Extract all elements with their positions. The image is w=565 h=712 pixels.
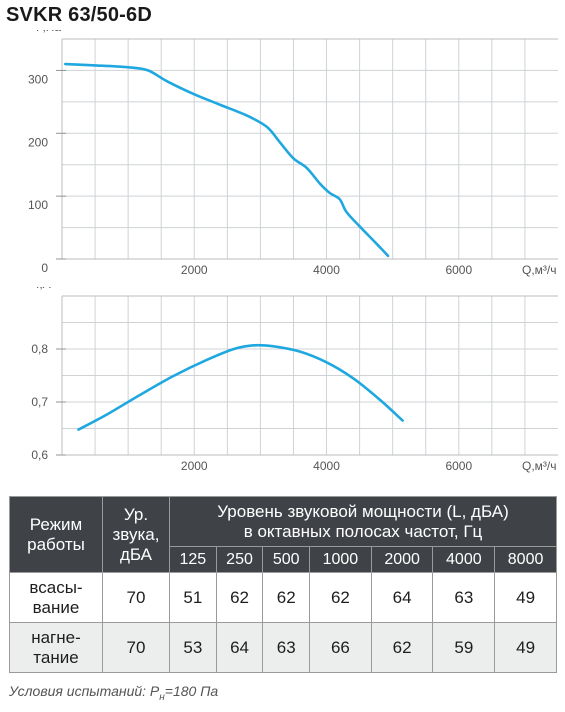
value-cell: 63 xyxy=(262,622,311,673)
band-header: 4000 xyxy=(432,546,496,573)
value-cell: 62 xyxy=(309,572,372,623)
level-cell: 70 xyxy=(102,622,170,673)
test-conditions-note: Условия испытаний: Pн=180 Па xyxy=(9,683,218,703)
mode-line1: нагне- xyxy=(31,627,81,647)
band-header: 500 xyxy=(262,546,311,573)
y-tick-label: 200 xyxy=(28,135,48,149)
level-cell: 70 xyxy=(102,572,170,623)
value-cell: 49 xyxy=(494,572,557,623)
power-header-line2: в октавных полосах частот, Гц xyxy=(243,521,483,541)
x-tick-label: 2000 xyxy=(181,459,208,473)
mode-cell: нагне- тание xyxy=(9,622,103,673)
y-tick-label: 0,6 xyxy=(31,448,48,462)
value-cell: 63 xyxy=(432,572,496,623)
level-header: Ур. звука, дБА xyxy=(102,496,170,573)
x-tick-label: 2000 xyxy=(181,263,208,277)
y-tick-label: 0 xyxy=(41,261,48,275)
band-header: 1000 xyxy=(309,546,372,573)
x-axis-label: Q,м³/ч xyxy=(522,459,557,473)
series-line xyxy=(77,343,404,431)
y-axis-label: I,A xyxy=(36,287,51,291)
value-cell: 62 xyxy=(370,622,434,673)
value-cell: 64 xyxy=(370,572,434,623)
mode-line2: вание xyxy=(32,597,80,617)
value-cell: 59 xyxy=(432,622,496,673)
mode-cell: всасы- вание xyxy=(9,572,103,623)
band-row: 125 250 500 1000 2000 4000 8000 xyxy=(10,546,557,573)
value-cell: 49 xyxy=(494,622,557,673)
note-subscript: н xyxy=(159,691,165,703)
note-prefix: Условия испытаний: P xyxy=(9,683,160,699)
mode-line1: всасы- xyxy=(29,577,83,597)
y-tick-label: 0,7 xyxy=(31,395,48,409)
series-line xyxy=(64,62,390,258)
mode-header: Режим работы xyxy=(9,496,103,573)
y-tick-label: 300 xyxy=(28,72,48,86)
band-header: 125 xyxy=(169,546,217,573)
y-tick-label: 100 xyxy=(28,198,48,212)
note-suffix: =180 Па xyxy=(164,683,219,699)
value-cell: 64 xyxy=(215,622,264,673)
value-cell: 51 xyxy=(169,572,217,623)
table-row: всасы- вание 70 51 62 62 62 64 63 49 xyxy=(9,572,557,623)
x-tick-label: 4000 xyxy=(313,263,340,277)
value-cell: 53 xyxy=(169,622,217,673)
y-axis-label: P,Па xyxy=(36,30,61,34)
x-tick-label: 6000 xyxy=(445,263,472,277)
band-header: 250 xyxy=(215,546,264,573)
table-row: нагне- тание 70 53 64 63 66 62 59 49 xyxy=(9,622,557,673)
band-header: 8000 xyxy=(494,546,557,573)
value-cell: 62 xyxy=(262,572,311,623)
y-tick-label: 0,8 xyxy=(31,342,48,356)
x-axis-label: Q,м³/ч xyxy=(522,263,557,277)
x-tick-label: 4000 xyxy=(313,459,340,473)
band-header: 2000 xyxy=(370,546,434,573)
value-cell: 66 xyxy=(309,622,372,673)
value-cell: 62 xyxy=(215,572,264,623)
x-tick-label: 6000 xyxy=(445,459,472,473)
power-header: Уровень звуковой мощности (L, дБА) в окт… xyxy=(169,496,557,547)
acoustic-table: Режим работы Ур. звука, дБА Уровень звук… xyxy=(9,496,557,673)
power-header-line1: Уровень звуковой мощности (L, дБА) xyxy=(217,501,509,521)
pressure-chart: 0 100 200 300 2000 4000 6000 P,Па Q,м³/ч xyxy=(28,30,558,277)
mode-header-text: Режим работы xyxy=(27,514,85,554)
current-chart: 0,6 0,7 0,8 2000 4000 6000 I,A Q,м³/ч xyxy=(31,287,558,473)
level-header-text: Ур. звука, дБА xyxy=(112,504,160,564)
mode-line2: тание xyxy=(33,647,79,667)
chart-title: SVKR 63/50-6D xyxy=(6,4,152,26)
